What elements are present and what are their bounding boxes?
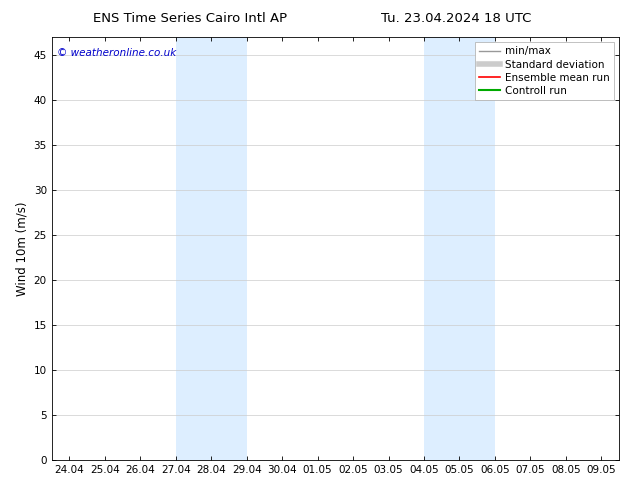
Bar [176,37,247,460]
Text: Tu. 23.04.2024 18 UTC: Tu. 23.04.2024 18 UTC [381,12,532,25]
Legend: min/max, Standard deviation, Ensemble mean run, Controll run: min/max, Standard deviation, Ensemble me… [475,42,614,100]
Bar [424,37,495,460]
Y-axis label: Wind 10m (m/s): Wind 10m (m/s) [15,201,28,296]
Text: © weatheronline.co.uk: © weatheronline.co.uk [57,48,177,58]
Text: ENS Time Series Cairo Intl AP: ENS Time Series Cairo Intl AP [93,12,287,25]
